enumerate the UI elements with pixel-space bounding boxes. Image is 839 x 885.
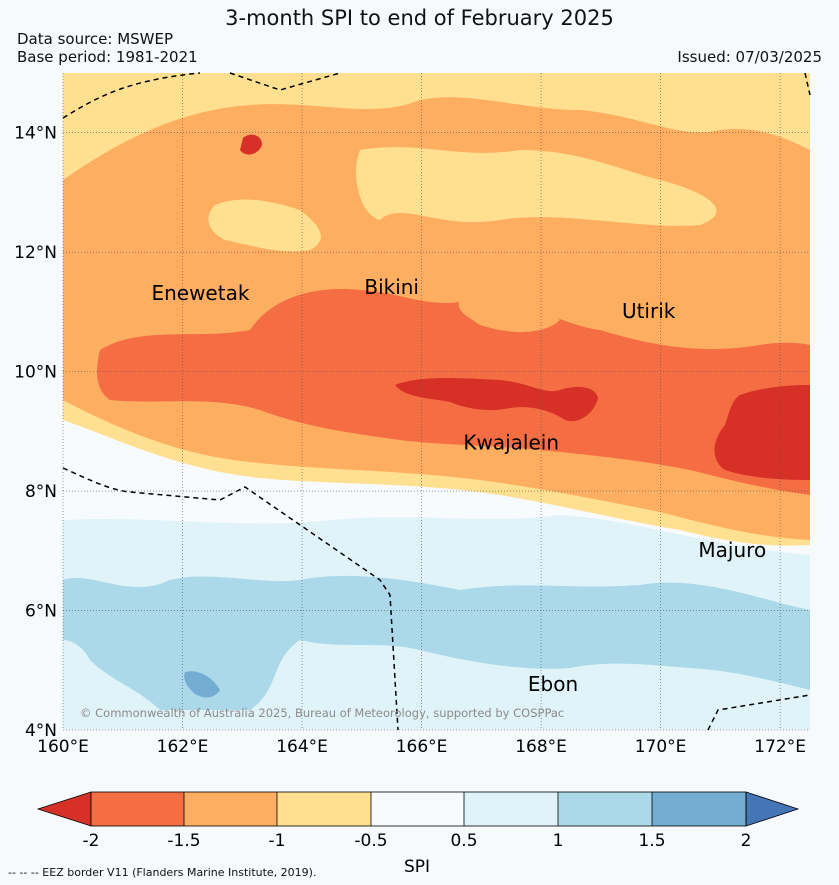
place-label-enewetak: Enewetak xyxy=(151,281,249,305)
place-label-majuro: Majuro xyxy=(698,538,766,562)
colorbar-bin xyxy=(91,792,184,826)
longitude-tick-label: 160°E xyxy=(37,737,89,757)
colorbar-label: SPI xyxy=(404,857,430,877)
spi-pocket-orange xyxy=(458,298,560,332)
latitude-tick-label: 6°N xyxy=(25,602,57,622)
latitude-tick-label: 14°N xyxy=(14,124,57,144)
longitude-tick-label: 172°E xyxy=(754,737,806,757)
spi-colorbar: -2 -1.5 -1 -0.5 0.5 1 1.5 2 SPI xyxy=(36,791,800,877)
base-period-label: Base period: 1981-2021 xyxy=(17,48,198,66)
eez-borders xyxy=(62,72,811,731)
spi-region-1.5-2 xyxy=(184,671,220,698)
colorbar-tick-label: 1.5 xyxy=(638,831,665,851)
spi-pocket-red-small xyxy=(240,134,262,155)
colorbar-bin xyxy=(277,792,371,826)
colorbar-extend-low xyxy=(36,791,92,827)
data-source-label: Data source: MSWEP xyxy=(17,30,174,48)
colorbar-tick-label: -2 xyxy=(83,831,100,851)
colorbar-tick-label: 0.5 xyxy=(450,831,477,851)
copyright-notice: © Commonwealth of Australia 2025, Bureau… xyxy=(80,706,564,720)
colorbar-extend-high xyxy=(745,791,800,827)
y-axis-ticks: 4°N 6°N 8°N 10°N 12°N 14°N xyxy=(14,124,57,741)
spi-pocket-mild xyxy=(356,147,717,226)
colorbar-tick-label: -0.5 xyxy=(354,831,387,851)
place-label-utirik: Utirik xyxy=(622,299,676,323)
map-title: 3-month SPI to end of February 2025 xyxy=(225,6,614,30)
spi-region-1-1.5 xyxy=(63,575,810,710)
longitude-tick-label: 162°E xyxy=(157,737,209,757)
latitude-tick-label: 8°N xyxy=(25,482,57,502)
longitude-tick-label: 170°E xyxy=(635,737,687,757)
colorbar-bin xyxy=(184,792,277,826)
place-label-bikini: Bikini xyxy=(364,275,419,299)
colorbar-tick-label: -1.5 xyxy=(167,831,200,851)
latitude-tick-label: 12°N xyxy=(14,243,57,263)
latitude-tick-label: 4°N xyxy=(25,721,57,741)
colorbar-tick-label: 2 xyxy=(741,831,752,851)
colorbar-tick-label: 1 xyxy=(553,831,564,851)
place-labels: Enewetak Bikini Utirik Kwajalein Majuro Ebon xyxy=(151,275,766,696)
colorbar-bin xyxy=(558,792,652,826)
x-axis-ticks: 160°E 162°E 164°E 166°E 168°E 170°E 172°E xyxy=(37,737,806,757)
place-label-ebon: Ebon xyxy=(528,672,578,696)
spi-field xyxy=(63,73,810,730)
colorbar-bin xyxy=(464,792,558,826)
latitude-tick-label: 10°N xyxy=(14,363,57,383)
longitude-tick-label: 164°E xyxy=(276,737,328,757)
spi-region-below-minus2-east xyxy=(714,385,810,480)
issued-date-label: Issued: 07/03/2025 xyxy=(677,48,822,66)
eez-footnote: -- -- -- EEZ border V11 (Flanders Marine… xyxy=(8,866,317,879)
longitude-tick-label: 166°E xyxy=(396,737,448,757)
colorbar-tick-label: -1 xyxy=(269,831,286,851)
place-label-kwajalein: Kwajalein xyxy=(463,430,559,454)
spi-pocket-mild-2 xyxy=(208,199,321,252)
colorbar-bin xyxy=(371,792,464,826)
longitude-tick-label: 168°E xyxy=(515,737,567,757)
colorbar-bin xyxy=(652,792,746,826)
spi-region-below-minus2 xyxy=(395,377,598,422)
